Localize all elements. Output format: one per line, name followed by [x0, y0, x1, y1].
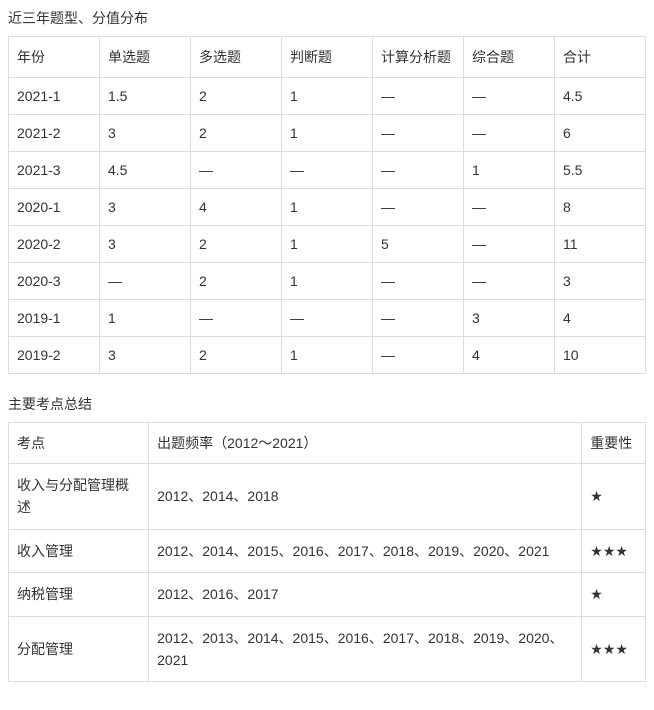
table-cell: ★ — [582, 464, 646, 530]
table-cell: 2 — [191, 115, 282, 152]
table-cell: 2 — [191, 226, 282, 263]
table-cell: 分配管理 — [9, 616, 149, 682]
table-cell: 2021-1 — [9, 78, 100, 115]
section2-title: 主要考点总结 — [8, 394, 646, 414]
table-cell: 3 — [100, 226, 191, 263]
table-cell: 3 — [100, 115, 191, 152]
col-topic: 考点 — [9, 423, 149, 464]
table-cell: 2 — [191, 78, 282, 115]
table-cell: — — [100, 263, 191, 300]
table-cell: — — [282, 152, 373, 189]
table-cell: ★ — [582, 573, 646, 616]
table-row: 分配管理2012、2013、2014、2015、2016、2017、2018、2… — [9, 616, 646, 682]
table-row: 2020-3—21——3 — [9, 263, 646, 300]
table-cell: 5 — [373, 226, 464, 263]
table-cell: 1 — [282, 115, 373, 152]
table-cell: 4 — [464, 337, 555, 374]
table-cell: 1 — [282, 226, 373, 263]
table-cell: 2020-3 — [9, 263, 100, 300]
table-cell: 3 — [555, 263, 646, 300]
table-cell: — — [464, 189, 555, 226]
table-cell: — — [464, 226, 555, 263]
table-cell: 1 — [100, 300, 191, 337]
col-total: 合计 — [555, 37, 646, 78]
table-cell: 收入与分配管理概述 — [9, 464, 149, 530]
col-frequency: 出题频率（2012～2021） — [149, 423, 582, 464]
col-multi: 多选题 — [191, 37, 282, 78]
table-cell: 2 — [191, 263, 282, 300]
table2-body: 收入与分配管理概述2012、2014、2018★收入管理2012、2014、20… — [9, 464, 646, 682]
table-cell: — — [373, 152, 464, 189]
col-comprehensive: 综合题 — [464, 37, 555, 78]
table-cell: 3 — [100, 189, 191, 226]
section1-title: 近三年题型、分值分布 — [8, 8, 646, 28]
table-cell: — — [191, 300, 282, 337]
table-cell: ★★★ — [582, 529, 646, 572]
col-year: 年份 — [9, 37, 100, 78]
table-row: 2020-23215—11 — [9, 226, 646, 263]
table-row: 收入管理2012、2014、2015、2016、2017、2018、2019、2… — [9, 529, 646, 572]
table-cell: 2019-2 — [9, 337, 100, 374]
table-cell: 1 — [282, 78, 373, 115]
table-cell: 1 — [282, 337, 373, 374]
table-row: 2021-2321——6 — [9, 115, 646, 152]
col-importance: 重要性 — [582, 423, 646, 464]
key-points-table: 考点 出题频率（2012～2021） 重要性 收入与分配管理概述2012、201… — [8, 422, 646, 682]
col-single: 单选题 — [100, 37, 191, 78]
table-row: 2021-11.521——4.5 — [9, 78, 646, 115]
table-row: 2020-1341——8 — [9, 189, 646, 226]
table-cell: ★★★ — [582, 616, 646, 682]
table-cell: 1.5 — [100, 78, 191, 115]
table-cell: 4.5 — [555, 78, 646, 115]
table-cell: 2 — [191, 337, 282, 374]
table1-body: 2021-11.521——4.52021-2321——62021-34.5———… — [9, 78, 646, 374]
table-cell: 1 — [282, 263, 373, 300]
table-cell: 1 — [464, 152, 555, 189]
table-cell: — — [464, 78, 555, 115]
table-row: 2021-34.5———15.5 — [9, 152, 646, 189]
table-cell: 3 — [464, 300, 555, 337]
table-cell: — — [464, 263, 555, 300]
table-cell: — — [373, 337, 464, 374]
table-cell: 8 — [555, 189, 646, 226]
table-cell: 2012、2016、2017 — [149, 573, 582, 616]
table-row: 2019-2321—410 — [9, 337, 646, 374]
table-row: 纳税管理2012、2016、2017★ — [9, 573, 646, 616]
table-cell: — — [373, 300, 464, 337]
table-cell: 4.5 — [100, 152, 191, 189]
table-row: 2019-11———34 — [9, 300, 646, 337]
table-cell: 收入管理 — [9, 529, 149, 572]
table-cell: — — [373, 78, 464, 115]
table-cell: 10 — [555, 337, 646, 374]
table-cell: — — [464, 115, 555, 152]
table-cell: 11 — [555, 226, 646, 263]
table-cell: 3 — [100, 337, 191, 374]
table-cell: 2012、2014、2018 — [149, 464, 582, 530]
table-cell: 4 — [191, 189, 282, 226]
table-header-row: 年份 单选题 多选题 判断题 计算分析题 综合题 合计 — [9, 37, 646, 78]
table-header-row: 考点 出题频率（2012～2021） 重要性 — [9, 423, 646, 464]
table-cell: 5.5 — [555, 152, 646, 189]
table-cell: — — [191, 152, 282, 189]
table-cell: 2020-2 — [9, 226, 100, 263]
score-distribution-table: 年份 单选题 多选题 判断题 计算分析题 综合题 合计 2021-11.521—… — [8, 36, 646, 374]
table-cell: 2021-2 — [9, 115, 100, 152]
table-cell: — — [373, 189, 464, 226]
table-cell: — — [373, 115, 464, 152]
table-cell: — — [373, 263, 464, 300]
table-cell: 2012、2014、2015、2016、2017、2018、2019、2020、… — [149, 529, 582, 572]
table-cell: 2019-1 — [9, 300, 100, 337]
table-cell: 4 — [555, 300, 646, 337]
col-calc: 计算分析题 — [373, 37, 464, 78]
table-row: 收入与分配管理概述2012、2014、2018★ — [9, 464, 646, 530]
table-cell: 6 — [555, 115, 646, 152]
table-cell: 2020-1 — [9, 189, 100, 226]
table-cell: 纳税管理 — [9, 573, 149, 616]
table-cell: 2021-3 — [9, 152, 100, 189]
col-judge: 判断题 — [282, 37, 373, 78]
table-cell: — — [282, 300, 373, 337]
table-cell: 1 — [282, 189, 373, 226]
table-cell: 2012、2013、2014、2015、2016、2017、2018、2019、… — [149, 616, 582, 682]
